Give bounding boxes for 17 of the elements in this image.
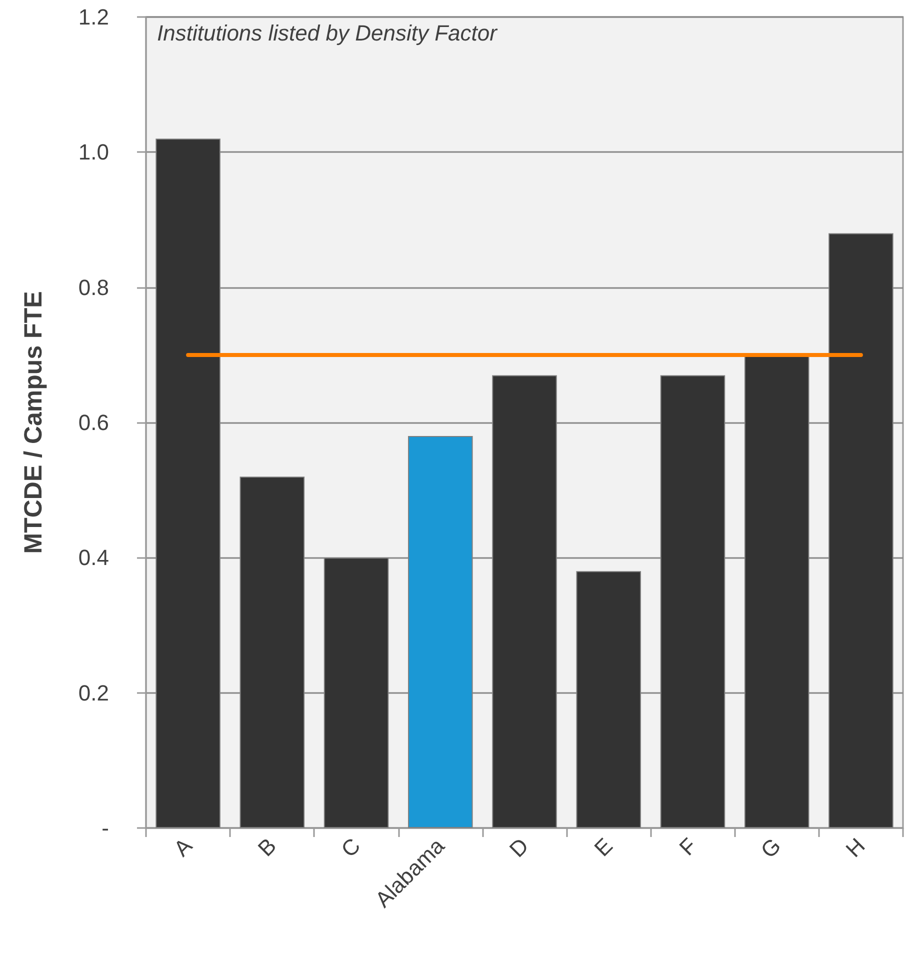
x-tick-label: F [674,833,702,860]
x-tick-label: B [252,833,282,862]
y-tick-label: 0.4 [78,545,109,570]
annotation: Institutions listed by Density Factor [157,20,499,46]
x-tick-label: D [504,833,534,862]
y-tick-label: 0.8 [78,274,109,300]
y-tick-label: 1.0 [78,140,109,165]
y-axis-title: MTCDE / Campus FTE [20,291,48,554]
x-tick-label: H [840,833,870,862]
x-tick-label: A [168,832,198,862]
y-tick-label: 0.6 [78,410,109,435]
y-tick-label: 1.2 [78,4,109,30]
x-tick-label: E [589,833,618,862]
y-tick-label: - [102,816,109,840]
y-tick-label: 0.2 [78,680,109,706]
x-tick-label: C [336,833,366,862]
x-tick-label: G [756,833,786,863]
